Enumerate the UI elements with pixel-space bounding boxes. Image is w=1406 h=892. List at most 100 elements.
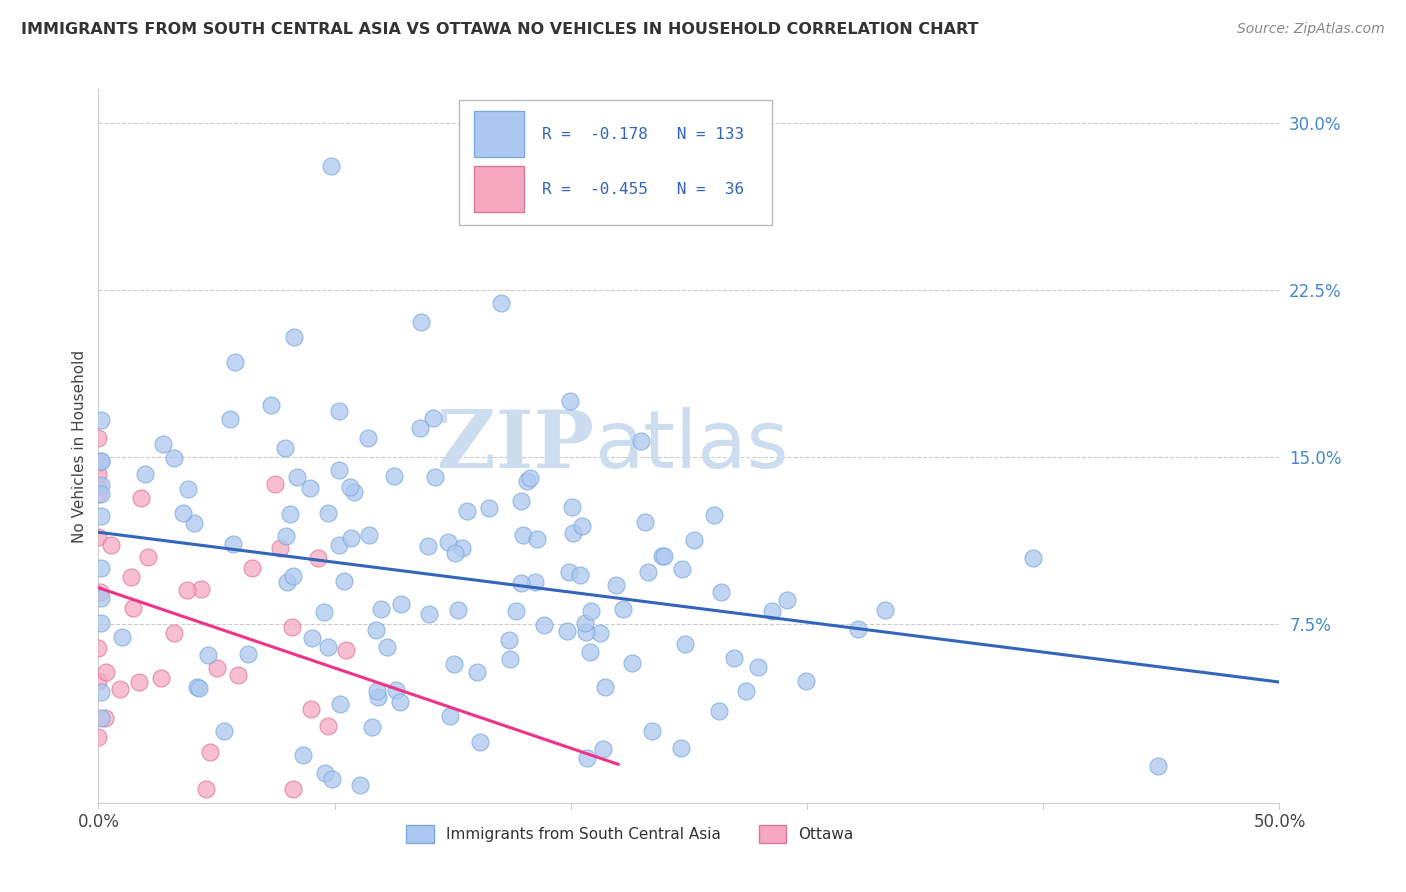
Point — [90, 560, 112, 574]
Point — [187, 681, 209, 696]
Point — [87, 730, 110, 744]
Text: R =  -0.455   N =  36: R = -0.455 N = 36 — [543, 182, 745, 196]
Point — [111, 630, 134, 644]
Point — [269, 541, 291, 555]
Point — [526, 533, 548, 547]
Point — [364, 623, 387, 637]
Point — [163, 625, 186, 640]
Point — [197, 648, 219, 663]
Point — [574, 616, 596, 631]
Point — [136, 549, 159, 564]
Point — [761, 603, 783, 617]
Point — [575, 751, 598, 765]
Point — [734, 684, 756, 698]
Point — [276, 575, 298, 590]
Point — [558, 394, 581, 409]
Point — [90, 478, 112, 492]
Point — [343, 485, 366, 500]
Point — [524, 574, 547, 589]
Point — [260, 398, 283, 412]
Text: ZIP: ZIP — [437, 407, 595, 485]
Point — [273, 441, 295, 455]
Point — [366, 683, 388, 698]
Point — [226, 668, 249, 682]
Point — [134, 467, 156, 481]
Point — [579, 604, 602, 618]
Point — [333, 574, 356, 589]
Point — [409, 421, 432, 435]
Point — [318, 719, 340, 733]
Point — [510, 494, 533, 508]
Point — [1022, 551, 1045, 566]
Point — [292, 748, 315, 763]
Point — [278, 507, 301, 521]
Point — [205, 661, 228, 675]
Point — [90, 508, 112, 523]
Point — [478, 501, 501, 516]
Point — [129, 491, 152, 506]
Point — [470, 735, 492, 749]
Point — [450, 541, 472, 555]
Point — [416, 539, 439, 553]
Point — [875, 603, 897, 617]
Point — [385, 683, 408, 698]
Point — [641, 724, 664, 739]
Point — [612, 601, 634, 615]
Point — [375, 640, 398, 654]
Point — [512, 527, 534, 541]
Point — [498, 632, 520, 647]
Text: Source: ZipAtlas.com: Source: ZipAtlas.com — [1237, 22, 1385, 37]
Point — [673, 637, 696, 651]
FancyBboxPatch shape — [458, 100, 772, 225]
Point — [314, 766, 336, 780]
Point — [423, 470, 446, 484]
Point — [314, 605, 336, 619]
Point — [359, 528, 381, 542]
Point — [589, 625, 612, 640]
Text: IMMIGRANTS FROM SOUTH CENTRAL ASIA VS OTTAWA NO VEHICLES IN HOUSEHOLD CORRELATIO: IMMIGRANTS FROM SOUTH CENTRAL ASIA VS OT… — [21, 22, 979, 37]
Point — [108, 681, 131, 696]
Y-axis label: No Vehicles in Household: No Vehicles in Household — [72, 350, 87, 542]
Point — [299, 481, 322, 495]
Point — [90, 711, 112, 725]
Point — [516, 474, 538, 488]
FancyBboxPatch shape — [474, 166, 523, 212]
Point — [87, 478, 110, 492]
Point — [122, 600, 145, 615]
Point — [707, 704, 730, 718]
Point — [846, 623, 869, 637]
Point — [219, 411, 242, 425]
Point — [283, 330, 305, 344]
Point — [422, 410, 444, 425]
Point — [152, 436, 174, 450]
Point — [128, 675, 150, 690]
Point — [212, 724, 235, 739]
Point — [176, 582, 198, 597]
Point — [319, 159, 342, 173]
Point — [172, 506, 194, 520]
Point — [555, 624, 578, 639]
Point — [505, 604, 527, 618]
Point — [316, 640, 339, 654]
Point — [671, 562, 693, 576]
Point — [87, 531, 110, 545]
Point — [361, 720, 384, 734]
Point — [90, 413, 112, 427]
Point — [301, 631, 323, 645]
Point — [683, 533, 706, 548]
Point — [595, 680, 617, 694]
Point — [190, 582, 212, 597]
Point — [224, 355, 246, 369]
Point — [339, 480, 361, 494]
Point — [328, 403, 350, 417]
Point — [621, 656, 644, 670]
Point — [418, 607, 440, 621]
Point — [94, 665, 117, 679]
Point — [569, 568, 592, 582]
Point — [703, 508, 725, 522]
Point — [747, 660, 769, 674]
Point — [439, 709, 461, 723]
Point — [198, 745, 221, 759]
Text: atlas: atlas — [595, 407, 789, 485]
Point — [87, 641, 110, 656]
